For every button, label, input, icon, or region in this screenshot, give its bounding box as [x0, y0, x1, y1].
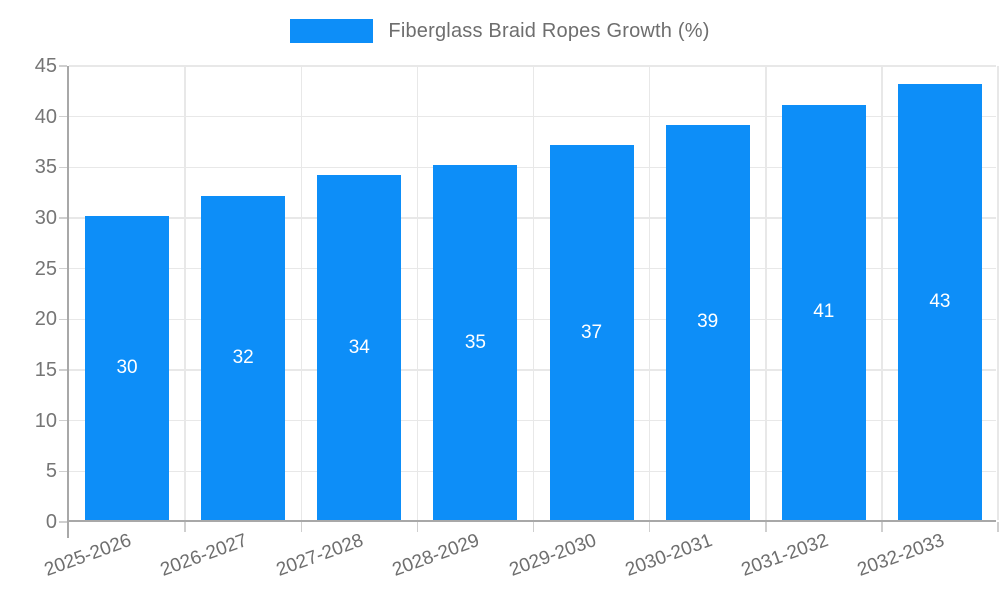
x-axis-tick — [648, 522, 651, 532]
x-axis-tick — [67, 522, 69, 538]
y-axis-tick-label: 0 — [45, 511, 57, 533]
y-axis-tick — [59, 217, 67, 219]
bar: 39 — [665, 124, 750, 520]
bar-value-label: 35 — [464, 331, 486, 353]
bar: 32 — [201, 195, 286, 520]
y-gridline — [69, 267, 996, 270]
x-axis-tick — [416, 522, 419, 532]
bar: 34 — [317, 175, 402, 520]
y-gridline — [69, 217, 996, 219]
y-axis-tick — [59, 521, 67, 523]
bar: 37 — [549, 145, 634, 520]
y-axis-tick — [59, 419, 67, 422]
y-axis-tick — [59, 369, 67, 371]
bar-value-label: 30 — [116, 357, 138, 378]
legend-swatch — [290, 19, 374, 43]
x-gridline — [532, 66, 535, 520]
y-axis-tick-label: 20 — [34, 308, 57, 331]
x-axis-tick — [881, 522, 883, 532]
x-gridline — [765, 66, 767, 520]
x-axis-tick — [532, 522, 535, 532]
y-gridline — [69, 166, 996, 169]
y-gridline — [69, 369, 996, 371]
y-axis-tick-label: 10 — [34, 409, 57, 432]
y-gridline — [69, 65, 996, 67]
x-axis-tick — [997, 522, 999, 532]
bar-value-label: 34 — [348, 336, 370, 358]
y-axis-tick-label: 45 — [34, 55, 57, 77]
x-axis-tick — [765, 522, 767, 532]
plot-area: 30 32 34 35 37 39 41 43 — [59, 65, 999, 538]
y-axis-tick-label: 5 — [45, 460, 57, 483]
y-axis-tick-label: 40 — [34, 105, 57, 128]
x-gridline — [648, 66, 651, 520]
x-axis-tick — [184, 522, 186, 532]
bar: 30 — [85, 216, 170, 520]
bar-value-label: 32 — [232, 346, 254, 368]
x-gridline — [881, 66, 883, 520]
bar: 43 — [897, 84, 982, 520]
y-axis-tick — [59, 267, 67, 270]
x-gridline — [300, 66, 302, 520]
y-axis-tick-label: 25 — [34, 257, 57, 280]
x-gridline — [184, 66, 186, 520]
x-gridline — [997, 66, 999, 520]
bar-value-label: 41 — [813, 301, 835, 323]
y-axis-tick-label: 30 — [34, 207, 57, 229]
y-axis-tick — [59, 115, 67, 118]
y-gridline — [69, 470, 996, 473]
bar-value-label: 37 — [580, 321, 603, 343]
x-axis-tick — [300, 522, 302, 532]
y-axis-tick-label: 15 — [34, 359, 57, 381]
legend[interactable]: Fiberglass Braid Ropes Growth (%) — [0, 19, 1000, 43]
y-axis-tick — [59, 166, 67, 169]
bar: 41 — [781, 104, 866, 520]
y-axis-tick — [59, 318, 67, 321]
y-gridline — [69, 318, 996, 321]
bar: 35 — [433, 165, 518, 520]
y-gridline — [69, 115, 996, 118]
bar-value-label: 39 — [697, 311, 719, 333]
x-gridline — [416, 66, 419, 520]
y-axis-tick-label: 35 — [34, 156, 57, 179]
y-gridline — [69, 419, 996, 422]
legend-label: Fiberglass Braid Ropes Growth (%) — [388, 19, 710, 42]
bar-value-label: 43 — [929, 291, 951, 313]
y-axis-tick — [59, 65, 67, 67]
y-axis-tick — [59, 470, 67, 473]
